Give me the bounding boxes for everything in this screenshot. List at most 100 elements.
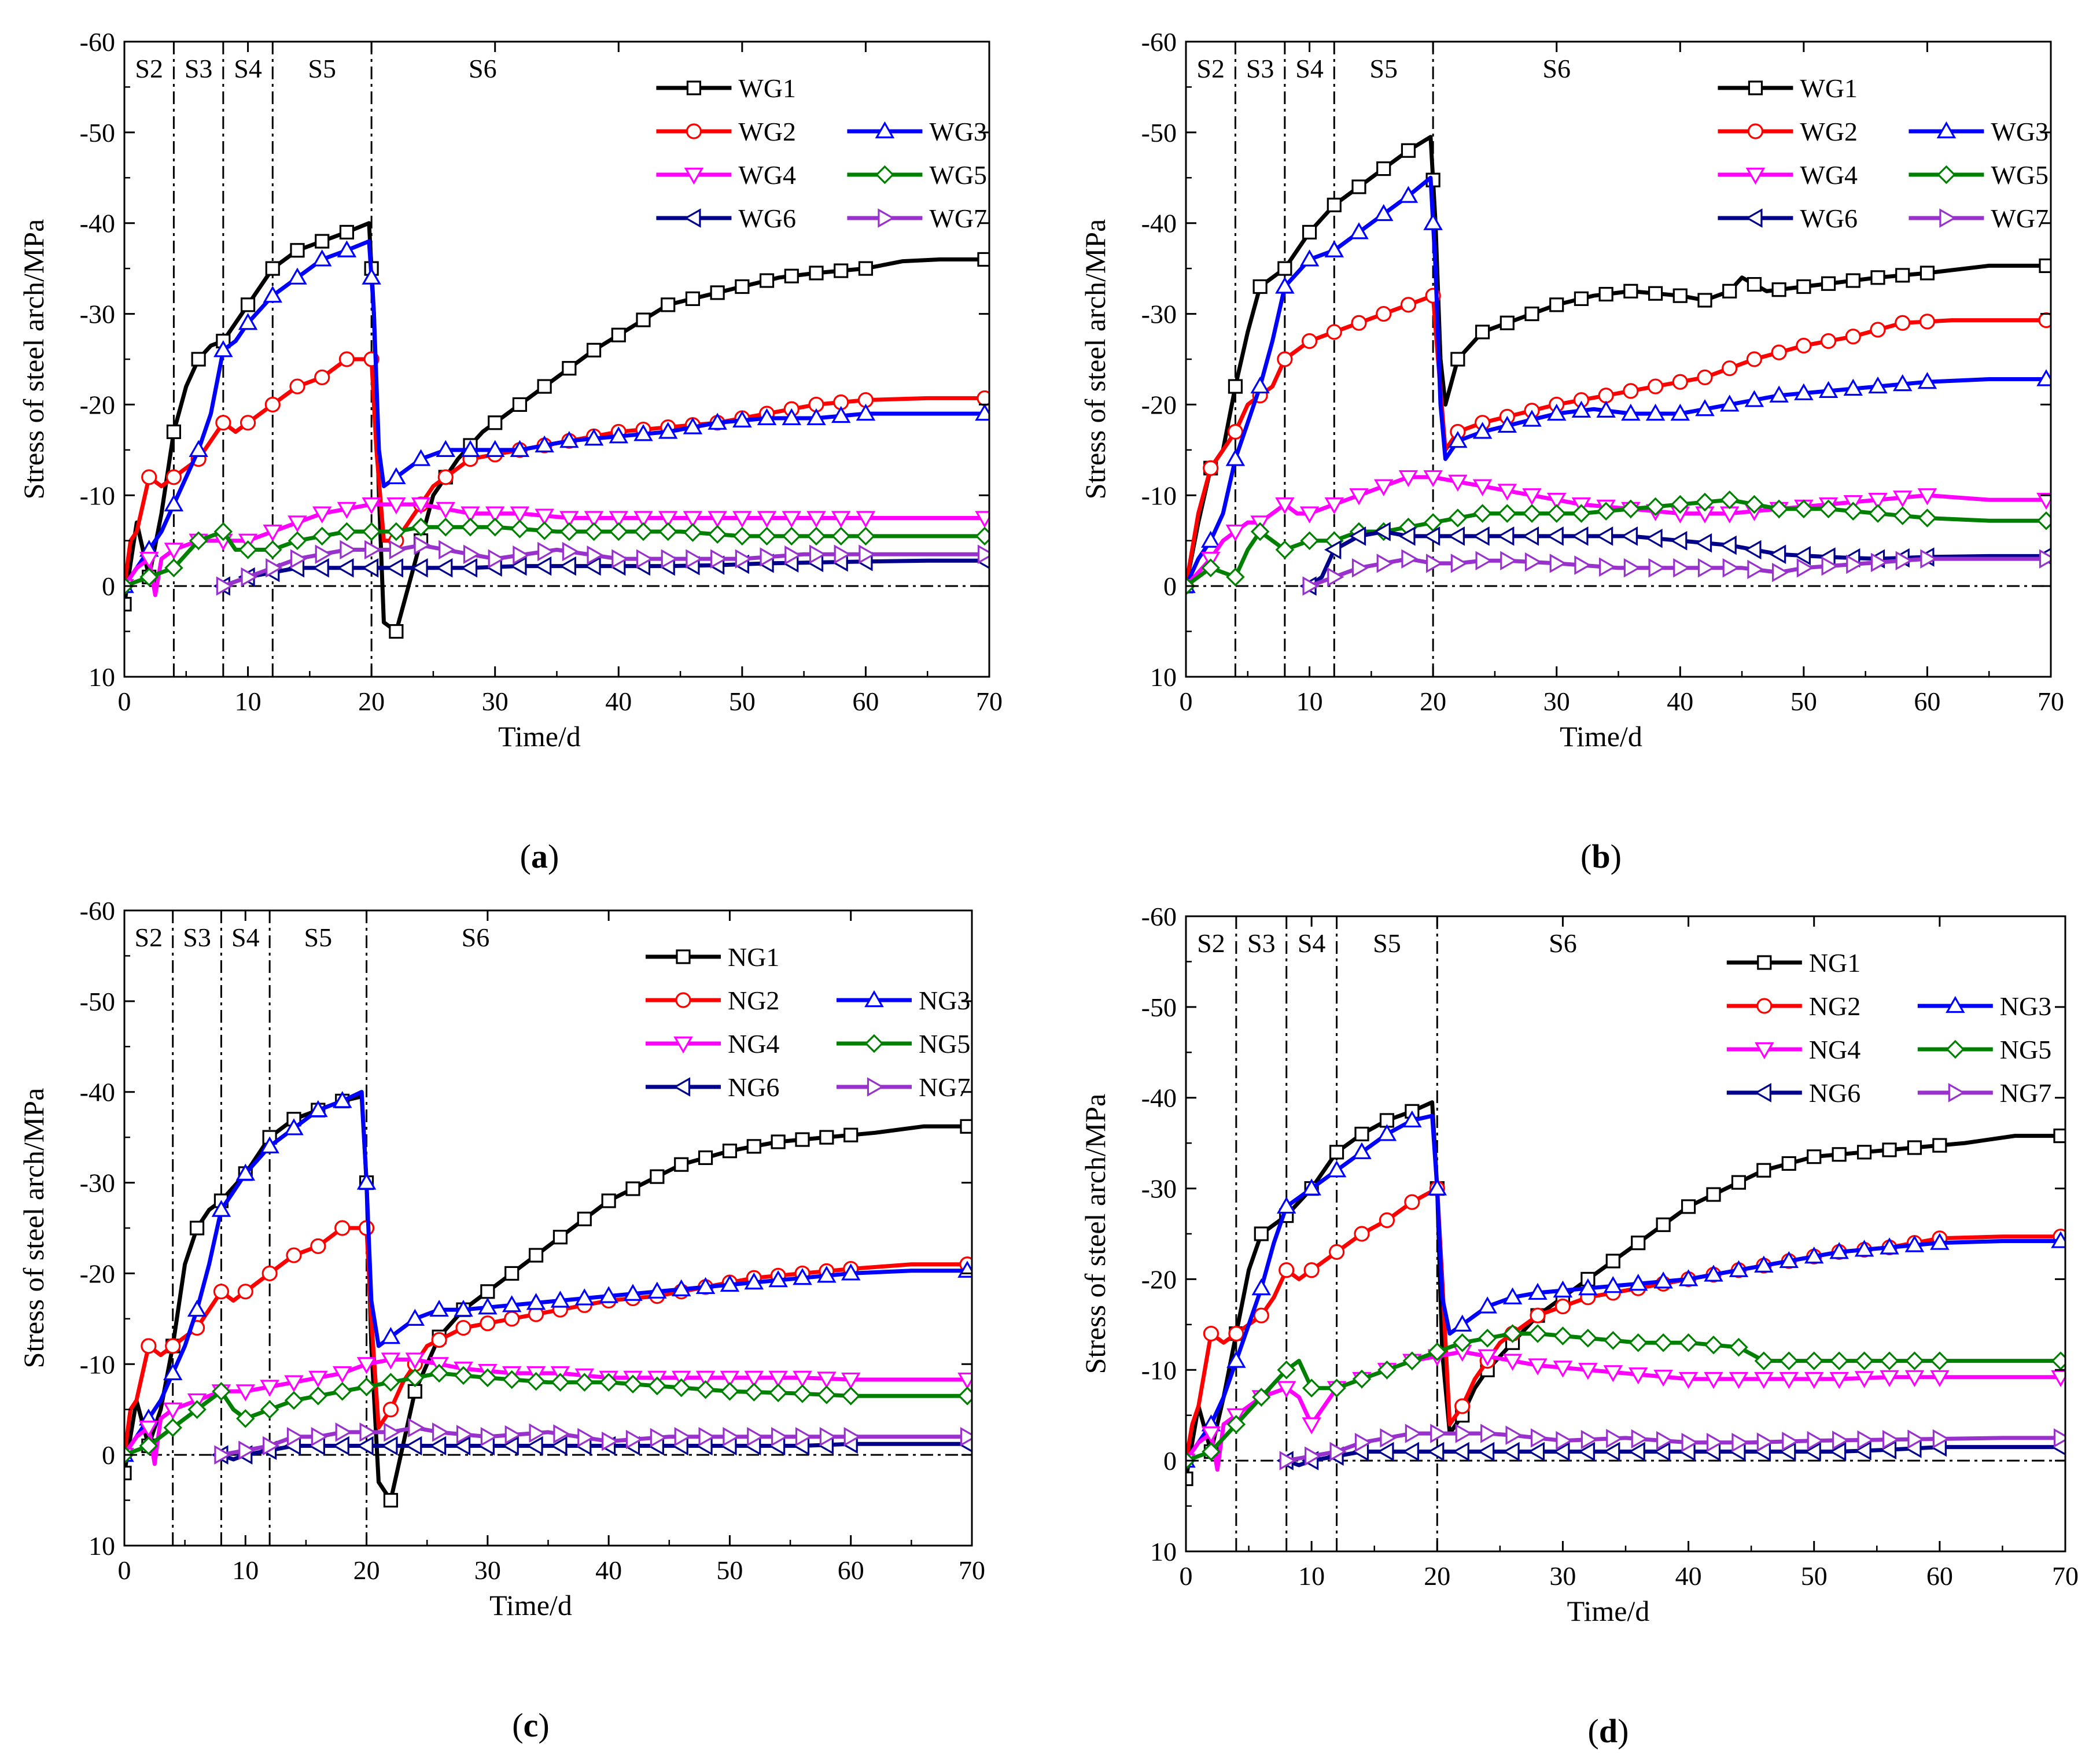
series-point-NG7: [1706, 1433, 1724, 1452]
series-point-WG3: [1200, 530, 1221, 548]
series-point-NG2: [286, 1247, 302, 1263]
series-point-WG7: [1697, 558, 1715, 578]
series-point-NG5: [1653, 1333, 1673, 1352]
series-point-NG5: [1704, 1335, 1723, 1355]
series-point-WG7: [1673, 558, 1690, 578]
series-point-WG3: [1868, 376, 1888, 394]
series-point-NG5: [793, 1384, 812, 1403]
series-point-WG3: [1744, 390, 1764, 407]
series-point-WG7: [784, 545, 802, 565]
series-point-NG3: [1854, 1240, 1874, 1257]
series-point-WG3: [1719, 394, 1740, 412]
series-point-WG3: [1472, 422, 1493, 439]
series-point-NG7: [263, 1436, 280, 1456]
series-point-NG1: [1605, 1253, 1620, 1269]
series-point-NG5: [2051, 1351, 2065, 1370]
series-point-WG5: [238, 540, 257, 559]
series-point-WG7: [1475, 551, 1493, 570]
series-point-NG3: [284, 1118, 304, 1135]
series-point-WG5: [975, 526, 989, 546]
series-point-WG4: [708, 511, 727, 528]
series-point-NG5: [623, 1374, 643, 1394]
series-point-WG4: [510, 506, 530, 523]
series-point-WG6: [1793, 545, 1811, 566]
series-point-WG4: [683, 511, 703, 528]
series-point-WG3: [831, 405, 851, 423]
stage-label: S6: [1542, 54, 1571, 83]
series-point-NG2: [1454, 1398, 1471, 1414]
legend-label-NG7: NG7: [2000, 1078, 2051, 1108]
series-point-NG3: [502, 1295, 522, 1312]
series-line-NG3: [1186, 1114, 2065, 1463]
series-point-NG1: [960, 1119, 972, 1134]
series-point-WG5: [633, 522, 653, 541]
series-point-WG1: [1351, 179, 1366, 194]
legend-marker-WG7: [878, 208, 895, 228]
series-point-NG6: [356, 1436, 374, 1456]
y-tick-label: -50: [80, 118, 115, 148]
series-point-NG1: [189, 1221, 205, 1236]
series-point-WG3: [1250, 376, 1270, 394]
series-point-NG5: [1855, 1351, 1874, 1370]
series-point-WG3: [757, 408, 777, 426]
stage-label: S3: [1247, 928, 1276, 958]
series-point-NG7: [1631, 1429, 1648, 1449]
series-point-WG5: [1300, 531, 1319, 550]
series-point-NG3: [1729, 1260, 1749, 1277]
series-point-NG1: [1907, 1140, 1922, 1155]
series-point-WG6: [1744, 540, 1762, 560]
legend-marker-WG7: [1939, 208, 1957, 228]
series-point-WG3: [1769, 385, 1789, 403]
series-point-NG6: [1653, 1441, 1671, 1462]
series-point-WG6: [1349, 526, 1366, 546]
series-point-NG3: [381, 1327, 401, 1344]
series-point-NG4: [1201, 1426, 1221, 1444]
series-point-NG2: [310, 1238, 326, 1254]
series-point-WG3: [559, 430, 579, 448]
series-point-WG6: [337, 558, 354, 578]
legend-label-NG1: NG1: [728, 942, 779, 972]
series-point-NG2: [1279, 1262, 1295, 1278]
series-point-NG6: [429, 1436, 447, 1456]
series-point-NG4: [260, 1380, 279, 1397]
series-point-WG6: [361, 558, 379, 578]
series-point-WG7: [636, 549, 654, 569]
series-point-WG5: [312, 526, 331, 546]
y-tick-label: 10: [89, 662, 115, 692]
stage-label: S4: [231, 923, 260, 952]
stage-label: S4: [1298, 928, 1326, 958]
series-point-WG7: [587, 545, 604, 565]
series-point-WG1: [1524, 306, 1539, 322]
series-point-NG2: [1228, 1325, 1244, 1342]
series-point-WG6: [1398, 526, 1416, 546]
series-point-NG3: [1754, 1255, 1774, 1273]
x-tick-label: 70: [976, 687, 1003, 716]
series-point-NG2: [1404, 1194, 1420, 1210]
series-point-NG5: [478, 1368, 498, 1388]
series-point-WG2: [1697, 369, 1713, 385]
series-point-NG4: [284, 1375, 304, 1392]
series-point-WG5: [1745, 495, 1764, 514]
series-point-WG5: [1596, 502, 1616, 521]
legend-label-NG6: NG6: [1809, 1078, 1860, 1108]
series-point-WG6: [411, 558, 428, 578]
series-point-NG5: [1277, 1361, 1296, 1380]
series-point-WG4: [732, 511, 752, 528]
series-point-NG3: [1930, 1233, 1950, 1250]
series-point-NG1: [1731, 1175, 1747, 1190]
series-line-WG3: [1186, 175, 2051, 588]
series-point-WG1: [1574, 291, 1589, 307]
series-point-NG7: [286, 1427, 304, 1447]
series-point-WG5: [732, 526, 752, 546]
legend-marker-NG5: [864, 1034, 884, 1053]
series-point-NG6: [1603, 1441, 1620, 1462]
series-point-WG7: [834, 544, 851, 564]
series-point-WG4: [806, 511, 826, 528]
series-point-WG2: [1820, 333, 1837, 349]
series-point-NG7: [771, 1427, 789, 1447]
series-point-WG4: [1448, 474, 1468, 492]
series-point-NG5: [260, 1400, 279, 1419]
y-tick-label: -50: [80, 987, 115, 1016]
series-point-WG3: [1349, 222, 1369, 239]
series-point-WG7: [661, 549, 678, 569]
